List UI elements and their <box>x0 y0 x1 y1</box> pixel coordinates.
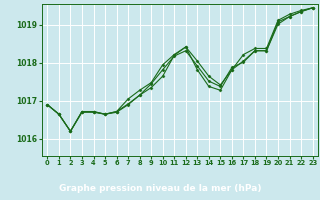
Text: Graphe pression niveau de la mer (hPa): Graphe pression niveau de la mer (hPa) <box>59 184 261 193</box>
